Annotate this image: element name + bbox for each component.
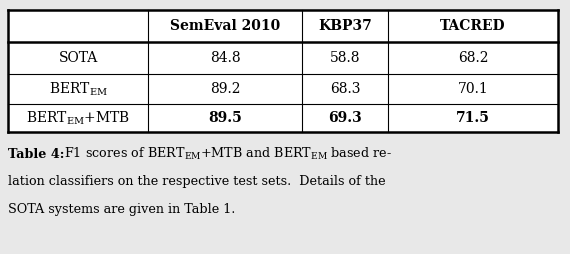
Text: SOTA systems are given in Table 1.: SOTA systems are given in Table 1. (8, 203, 235, 216)
Text: TACRED: TACRED (440, 19, 506, 33)
Text: 71.5: 71.5 (456, 111, 490, 125)
Text: $\mathregular{BERT}_{\mathregular{EM}}$: $\mathregular{BERT}_{\mathregular{EM}}$ (48, 80, 107, 98)
Text: 58.8: 58.8 (330, 51, 360, 65)
Text: KBP37: KBP37 (318, 19, 372, 33)
Text: F1 scores of $\mathregular{BERT}_{\mathregular{EM}}$+MTB and $\mathregular{BERT}: F1 scores of $\mathregular{BERT}_{\mathr… (60, 146, 392, 162)
Text: 68.3: 68.3 (330, 82, 360, 96)
Text: 69.3: 69.3 (328, 111, 362, 125)
Text: SOTA: SOTA (58, 51, 97, 65)
Text: 89.5: 89.5 (208, 111, 242, 125)
Text: $\mathregular{BERT}_{\mathregular{EM}}\mathregular{+MTB}$: $\mathregular{BERT}_{\mathregular{EM}}\m… (26, 109, 130, 127)
Text: 89.2: 89.2 (210, 82, 240, 96)
Text: 68.2: 68.2 (458, 51, 488, 65)
Text: SemEval 2010: SemEval 2010 (170, 19, 280, 33)
Text: 70.1: 70.1 (458, 82, 488, 96)
Text: 84.8: 84.8 (210, 51, 241, 65)
Text: lation classifiers on the respective test sets.  Details of the: lation classifiers on the respective tes… (8, 176, 386, 188)
Text: Table 4:: Table 4: (8, 148, 64, 161)
